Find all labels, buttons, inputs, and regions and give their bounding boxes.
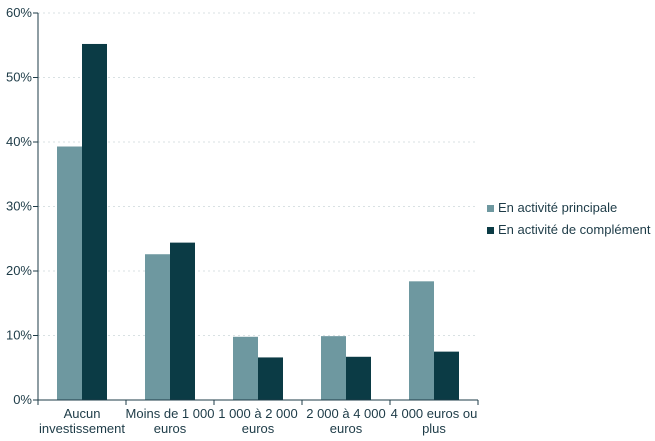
y-tick-label: 10%	[6, 328, 32, 343]
y-tick-label: 60%	[6, 5, 32, 20]
legend: En activité principale En activité de com…	[487, 200, 651, 237]
legend-swatch	[487, 205, 494, 212]
bar-principale	[145, 254, 170, 400]
y-tick-label: 0%	[13, 392, 32, 407]
legend-label: En activité principale	[498, 200, 617, 215]
x-category-label: 1 000 à 2 000 euros	[218, 406, 298, 436]
x-category-label: Moins de 1 000 euros	[126, 406, 215, 436]
bars	[57, 43, 459, 401]
axes	[33, 12, 479, 405]
bar-principale	[57, 146, 82, 400]
legend-swatch	[487, 227, 494, 234]
x-category-label: 4 000 euros ou plus	[391, 406, 478, 436]
y-tick-label: 50%	[6, 70, 32, 85]
bar-principale	[409, 281, 434, 400]
y-tick-label: 30%	[6, 199, 32, 214]
y-tick-labels: 0% 10% 20% 30% 40% 50% 60%	[6, 5, 32, 407]
bar-complement	[82, 43, 107, 401]
bar-complement	[170, 242, 195, 400]
legend-label: En activité de complément	[498, 222, 651, 237]
bar-complement	[258, 357, 283, 400]
bar-principale	[233, 336, 258, 400]
x-category-label: 2 000 à 4 000 euros	[306, 406, 386, 436]
y-tick-label: 20%	[6, 263, 32, 278]
y-tick-label: 40%	[6, 134, 32, 149]
bar-complement	[346, 356, 371, 400]
bar-principale	[321, 336, 346, 400]
x-category-label: Aucun investissement	[39, 406, 125, 436]
bar-complement	[434, 351, 459, 400]
gridlines	[38, 12, 478, 336]
